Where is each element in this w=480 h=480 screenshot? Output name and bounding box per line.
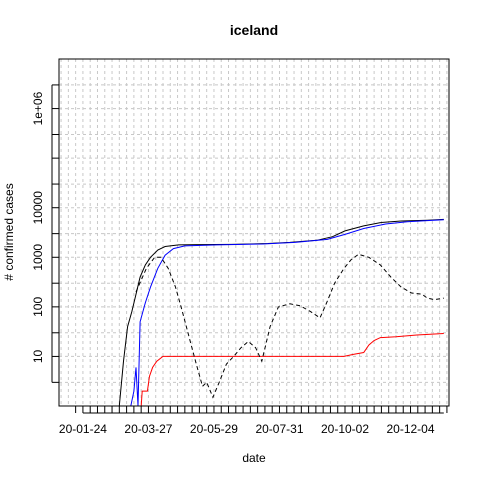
- x-axis-label: date: [242, 451, 266, 465]
- y-tick-label: 10: [31, 349, 45, 363]
- x-tick-label: 20-12-04: [386, 422, 434, 436]
- plot-frame: [58, 58, 450, 407]
- y-axis: 10 100 1000 10000 1e+06: [31, 84, 59, 383]
- y-tick-label: 1e+06: [31, 91, 45, 125]
- y-axis-label: # confirmed cases: [2, 183, 16, 280]
- series-line-1: [118, 218, 444, 407]
- x-tick-label: 20-05-29: [190, 422, 238, 436]
- y-tick-label: 1000: [31, 244, 45, 271]
- x-axis: 20-01-24 20-03-27 20-05-29 20-07-31 20-10-02…: [59, 406, 448, 436]
- grid: [59, 59, 449, 407]
- series-line-4: [135, 253, 444, 399]
- y-tick-label: 100: [31, 297, 45, 317]
- x-tick-label: 20-03-27: [124, 422, 172, 436]
- chart-title: iceland: [230, 22, 278, 38]
- x-tick-label: 20-10-02: [321, 422, 369, 436]
- series-line-3: [130, 333, 444, 407]
- series-line-2: [130, 219, 444, 407]
- y-tick-label: 10000: [31, 191, 45, 225]
- series-group: [118, 218, 444, 407]
- x-tick-label: 20-07-31: [255, 422, 303, 436]
- x-tick-label: 20-01-24: [59, 422, 107, 436]
